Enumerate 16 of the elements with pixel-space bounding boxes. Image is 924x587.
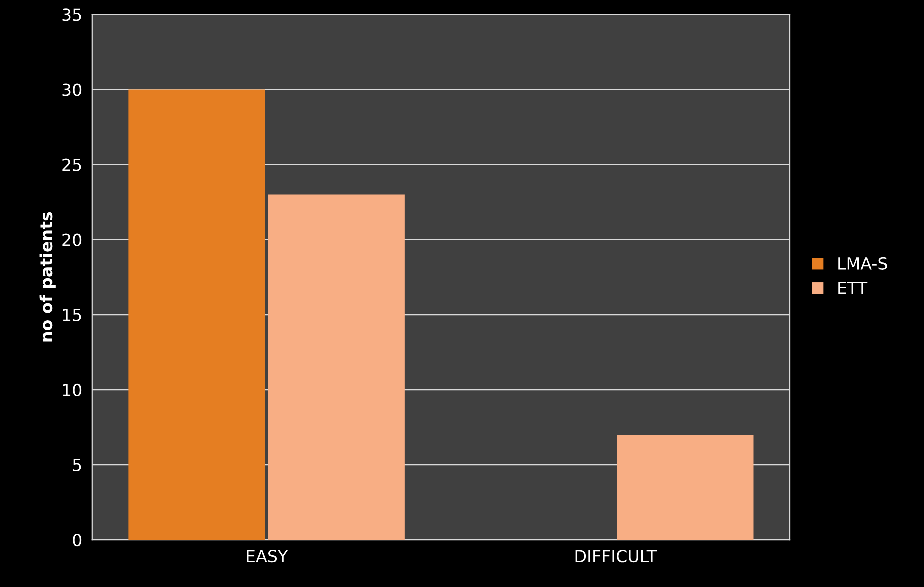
legend-label: ETT [838, 282, 868, 294]
y-tick-label: 25 [62, 158, 82, 172]
x-tick-label: DIFFICULT [576, 550, 658, 563]
legend-label: LMA-S [838, 257, 888, 270]
y-tick-label: 10 [63, 384, 82, 397]
bar [617, 434, 754, 540]
y-tick-label: 5 [73, 459, 82, 472]
y-tick-label: 35 [62, 8, 82, 22]
bar [128, 90, 266, 540]
y-tick-label: 30 [62, 84, 82, 96]
bar [268, 194, 405, 540]
y-tick-label: 20 [62, 234, 82, 246]
x-tick-label: EASY [247, 550, 288, 563]
y-axis-title: no of patients [40, 212, 56, 342]
y-tick-label: 15 [63, 309, 82, 322]
y-tick-label: 0 [73, 534, 82, 547]
